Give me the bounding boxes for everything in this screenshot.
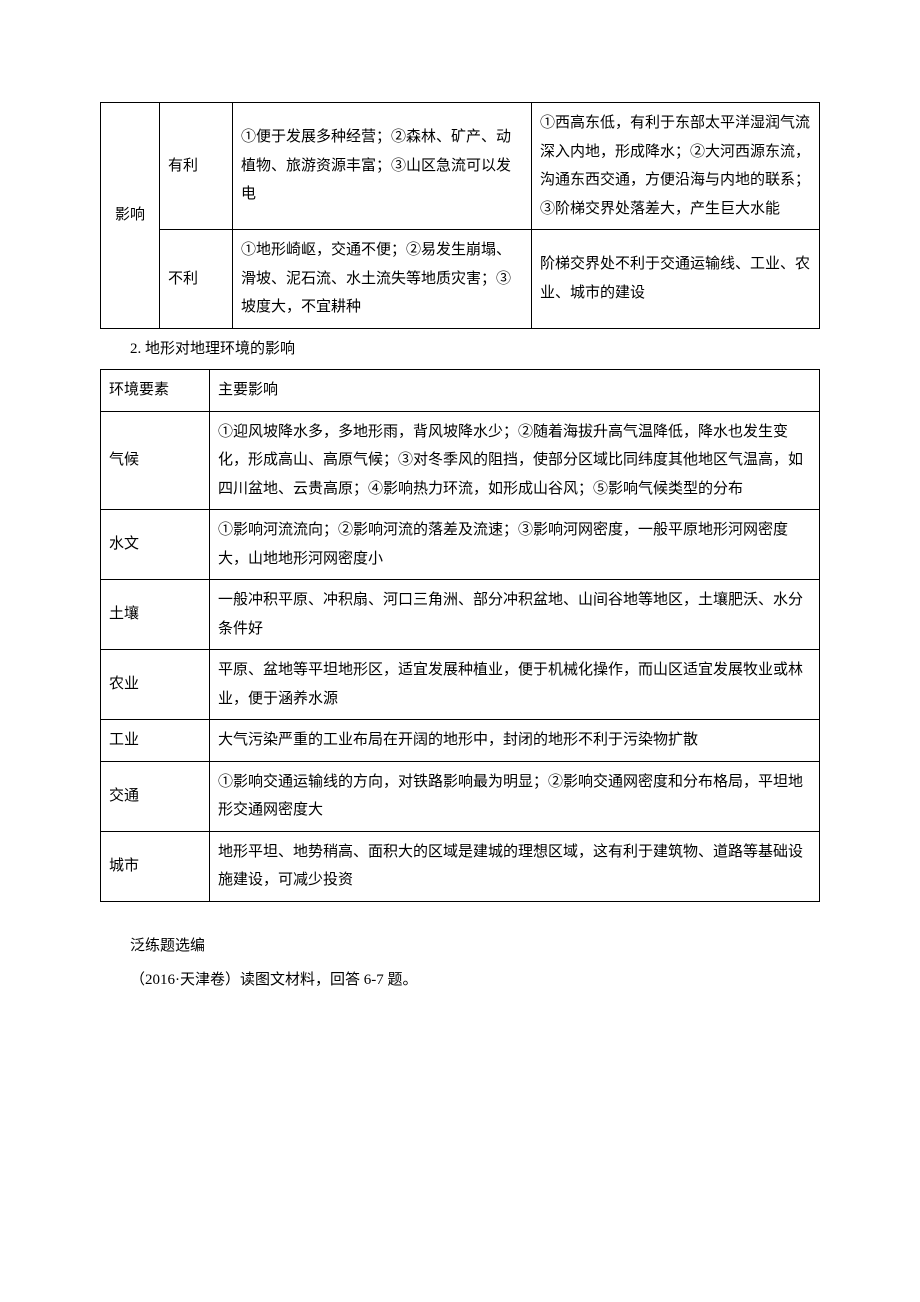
factor-cell: 交通 bbox=[101, 761, 210, 831]
row-group-label: 影响 bbox=[101, 103, 160, 329]
content-cell: ①影响河流流向；②影响河流的落差及流速；③影响河网密度，一般平原地形河网密度大，… bbox=[210, 510, 820, 580]
environment-effect-table: 环境要素 主要影响 气候 ①迎风坡降水多，多地形雨，背风坡降水少；②随着海拔升高… bbox=[100, 369, 820, 902]
content-cell: 大气污染严重的工业布局在开阔的地形中，封闭的地形不利于污染物扩散 bbox=[210, 720, 820, 762]
content-cell: ①地形崎岖，交通不便；②易发生崩塌、滑坡、泥石流、水土流失等地质灾害；③坡度大，… bbox=[233, 230, 532, 329]
content-cell: ①便于发展多种经营；②森林、矿产、动植物、旅游资源丰富；③山区急流可以发电 bbox=[233, 103, 532, 230]
table-row: 气候 ①迎风坡降水多，多地形雨，背风坡降水少；②随着海拔升高气温降低，降水也发生… bbox=[101, 411, 820, 510]
table-row: 农业 平原、盆地等平坦地形区，适宜发展种植业，便于机械化操作，而山区适宜发展牧业… bbox=[101, 650, 820, 720]
factor-cell: 城市 bbox=[101, 831, 210, 901]
terrain-impact-table: 影响 有利 ①便于发展多种经营；②森林、矿产、动植物、旅游资源丰富；③山区急流可… bbox=[100, 102, 820, 329]
section-title: 2. 地形对地理环境的影响 bbox=[100, 335, 820, 364]
table-row: 土壤 一般冲积平原、冲积扇、河口三角洲、部分冲积盆地、山间谷地等地区，土壤肥沃、… bbox=[101, 580, 820, 650]
content-cell: ①影响交通运输线的方向，对铁路影响最为明显；②影响交通网密度和分布格局，平坦地形… bbox=[210, 761, 820, 831]
header-cell: 主要影响 bbox=[210, 370, 820, 412]
exercise-section-title: 泛练题选编 bbox=[100, 932, 820, 961]
factor-cell: 工业 bbox=[101, 720, 210, 762]
exercise-source-line: （2016·天津卷）读图文材料，回答 6-7 题。 bbox=[100, 966, 820, 995]
content-cell: ①西高东低，有利于东部太平洋湿润气流深入内地，形成降水；②大河西源东流，沟通东西… bbox=[532, 103, 820, 230]
table-row: 影响 有利 ①便于发展多种经营；②森林、矿产、动植物、旅游资源丰富；③山区急流可… bbox=[101, 103, 820, 230]
factor-cell: 气候 bbox=[101, 411, 210, 510]
content-cell: ①迎风坡降水多，多地形雨，背风坡降水少；②随着海拔升高气温降低，降水也发生变化，… bbox=[210, 411, 820, 510]
table-row: 城市 地形平坦、地势稍高、面积大的区域是建城的理想区域，这有利于建筑物、道路等基… bbox=[101, 831, 820, 901]
table-header-row: 环境要素 主要影响 bbox=[101, 370, 820, 412]
content-cell: 平原、盆地等平坦地形区，适宜发展种植业，便于机械化操作，而山区适宜发展牧业或林业… bbox=[210, 650, 820, 720]
table-row: 水文 ①影响河流流向；②影响河流的落差及流速；③影响河网密度，一般平原地形河网密… bbox=[101, 510, 820, 580]
table-row: 不利 ①地形崎岖，交通不便；②易发生崩塌、滑坡、泥石流、水土流失等地质灾害；③坡… bbox=[101, 230, 820, 329]
content-cell: 一般冲积平原、冲积扇、河口三角洲、部分冲积盆地、山间谷地等地区，土壤肥沃、水分条… bbox=[210, 580, 820, 650]
table-row: 交通 ①影响交通运输线的方向，对铁路影响最为明显；②影响交通网密度和分布格局，平… bbox=[101, 761, 820, 831]
aspect-cell: 不利 bbox=[160, 230, 233, 329]
factor-cell: 农业 bbox=[101, 650, 210, 720]
factor-cell: 水文 bbox=[101, 510, 210, 580]
header-cell: 环境要素 bbox=[101, 370, 210, 412]
table-row: 工业 大气污染严重的工业布局在开阔的地形中，封闭的地形不利于污染物扩散 bbox=[101, 720, 820, 762]
aspect-cell: 有利 bbox=[160, 103, 233, 230]
factor-cell: 土壤 bbox=[101, 580, 210, 650]
content-cell: 地形平坦、地势稍高、面积大的区域是建城的理想区域，这有利于建筑物、道路等基础设施… bbox=[210, 831, 820, 901]
content-cell: 阶梯交界处不利于交通运输线、工业、农业、城市的建设 bbox=[532, 230, 820, 329]
